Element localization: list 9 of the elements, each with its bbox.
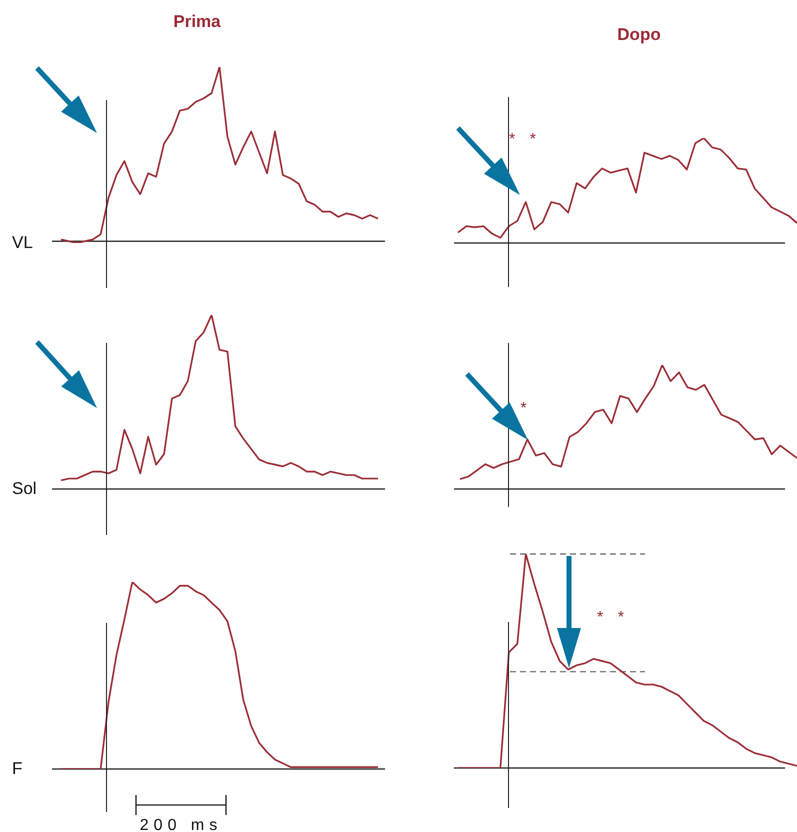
chart-title: Dopo <box>617 25 661 45</box>
annotation: * * <box>509 131 541 149</box>
y-axis-title: VL <box>12 233 33 253</box>
y-axis-title: Sol <box>12 479 37 499</box>
annotation: * * <box>597 609 629 627</box>
chart-title: Prima <box>173 12 221 32</box>
text: 200 ms <box>140 817 222 832</box>
y-axis-title: F <box>12 759 22 779</box>
annotation: * <box>520 400 532 418</box>
